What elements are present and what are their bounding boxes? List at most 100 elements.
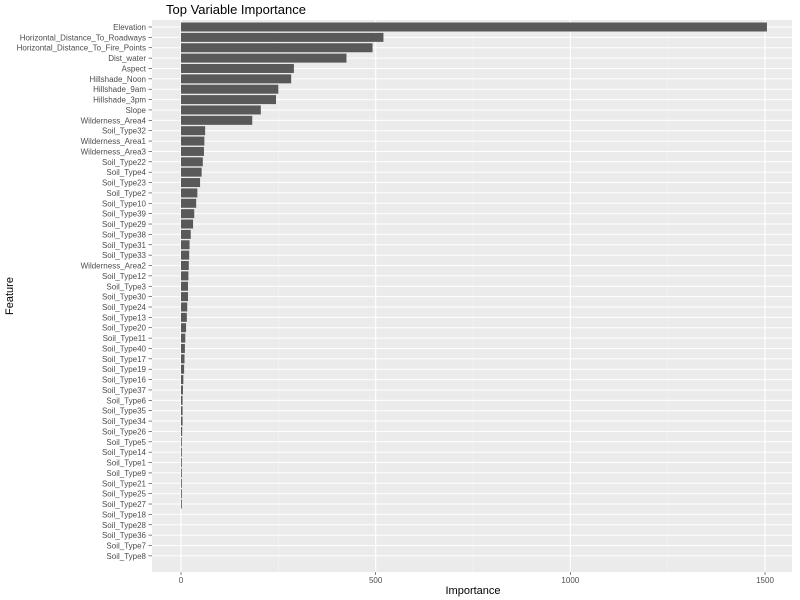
bar	[181, 115, 253, 125]
bar	[181, 333, 186, 343]
chart-title: Top Variable Importance	[166, 2, 306, 17]
y-tick-label: Wilderness_Area4	[81, 116, 147, 125]
bar	[181, 281, 189, 291]
y-tick-label: Soil_Type22	[102, 158, 147, 167]
y-tick-label: Aspect	[122, 64, 147, 73]
bar	[181, 458, 182, 468]
y-axis-title: Feature	[4, 277, 16, 315]
bar	[181, 354, 185, 364]
y-tick-label: Wilderness_Area3	[81, 147, 147, 156]
y-tick-label: Soil_Type27	[102, 500, 147, 509]
y-tick-label: Soil_Type21	[102, 479, 147, 488]
y-tick-label: Soil_Type9	[106, 469, 146, 478]
y-tick-label: Soil_Type10	[102, 199, 147, 208]
bars	[181, 22, 767, 509]
bar	[181, 95, 276, 105]
y-tick-label: Soil_Type34	[102, 417, 147, 426]
bar	[181, 312, 187, 322]
x-tick-label: 1000	[561, 576, 579, 585]
y-tick-label: Soil_Type14	[102, 448, 147, 457]
y-tick-label: Soil_Type6	[106, 396, 146, 405]
y-tick-label: Wilderness_Area1	[81, 137, 147, 146]
y-tick-label: Soil_Type3	[106, 282, 146, 291]
bar	[181, 478, 182, 488]
bar	[181, 343, 185, 353]
y-tick-label: Soil_Type17	[102, 355, 147, 364]
y-tick-label: Hillshade_Noon	[90, 75, 146, 84]
bar	[181, 219, 194, 229]
bar	[181, 395, 183, 405]
x-tick-label: 0	[179, 576, 184, 585]
bar	[181, 426, 183, 436]
bar	[181, 105, 261, 115]
bar	[181, 261, 189, 271]
y-tick-label: Hillshade_3pm	[93, 96, 146, 105]
bar	[181, 43, 373, 53]
y-tick-label: Soil_Type24	[102, 303, 147, 312]
y-tick-label: Soil_Type31	[102, 241, 147, 250]
bar	[181, 240, 190, 250]
y-tick-label: Soil_Type39	[102, 210, 147, 219]
bar	[181, 53, 347, 63]
y-tick-label: Soil_Type33	[102, 251, 147, 260]
y-tick-label: Soil_Type35	[102, 407, 147, 416]
y-axis: ElevationHorizontal_Distance_To_Roadways…	[17, 23, 152, 561]
bar	[181, 136, 205, 146]
y-tick-label: Horizontal_Distance_To_Roadways	[20, 33, 146, 42]
y-tick-label: Soil_Type19	[102, 365, 147, 374]
y-tick-label: Soil_Type11	[103, 334, 147, 343]
y-tick-label: Hillshade_9am	[93, 85, 146, 94]
y-tick-label: Soil_Type5	[106, 438, 146, 447]
bar	[181, 468, 182, 478]
y-tick-label: Soil_Type32	[102, 127, 147, 136]
bar	[181, 146, 204, 156]
bar	[181, 447, 182, 457]
bar	[181, 292, 189, 302]
y-tick-label: Soil_Type36	[102, 531, 147, 540]
y-tick-label: Soil_Type7	[106, 542, 146, 551]
bar	[181, 302, 188, 312]
y-tick-label: Elevation	[113, 23, 146, 32]
bar	[181, 22, 767, 32]
y-tick-label: Soil_Type18	[102, 510, 147, 519]
y-tick-label: Soil_Type25	[102, 490, 147, 499]
bar	[181, 437, 182, 447]
x-tick-label: 500	[369, 576, 383, 585]
bar	[181, 198, 197, 208]
y-tick-label: Horizontal_Distance_To_Fire_Points	[17, 44, 146, 53]
bar	[181, 84, 279, 94]
bar	[181, 489, 182, 499]
x-tick-label: 1500	[756, 576, 774, 585]
bar	[181, 178, 201, 188]
y-tick-label: Soil_Type8	[106, 552, 146, 561]
y-tick-label: Soil_Type12	[102, 272, 147, 281]
y-tick-label: Soil_Type20	[102, 324, 147, 333]
y-tick-label: Dist_water	[108, 54, 146, 63]
y-tick-label: Soil_Type13	[102, 313, 147, 322]
y-tick-label: Soil_Type16	[102, 376, 147, 385]
bar	[181, 74, 292, 84]
bar	[181, 406, 183, 416]
bar	[181, 416, 183, 426]
y-tick-label: Soil_Type29	[102, 220, 147, 229]
bar	[181, 250, 190, 260]
y-tick-label: Soil_Type23	[102, 179, 147, 188]
bar	[181, 375, 184, 385]
bar	[181, 385, 183, 395]
bar	[181, 126, 206, 136]
bar	[181, 499, 182, 509]
bar	[181, 32, 384, 42]
bar	[181, 209, 195, 219]
bar	[181, 157, 203, 167]
y-tick-label: Soil_Type28	[102, 521, 147, 530]
y-tick-label: Soil_Type40	[102, 344, 147, 353]
bar	[181, 229, 191, 239]
bar	[181, 271, 189, 281]
x-axis: 0 500 1000 1500	[179, 572, 774, 585]
bar	[181, 167, 202, 177]
y-tick-label: Soil_Type26	[102, 427, 147, 436]
y-tick-label: Soil_Type4	[106, 168, 146, 177]
bar	[181, 63, 294, 73]
bar	[181, 364, 185, 374]
y-tick-label: Slope	[126, 106, 147, 115]
